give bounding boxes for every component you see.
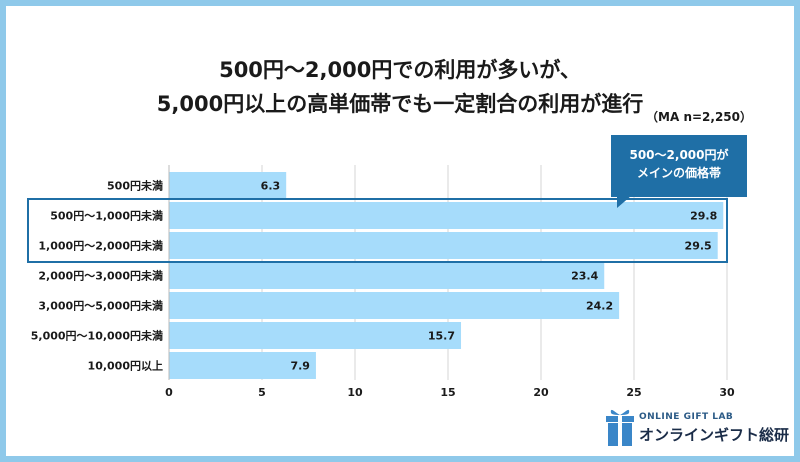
chart-title-line-2: 5,000円以上の高単価帯でも一定割合の利用が進行 (156, 92, 644, 116)
logo-english-text: ONLINE GIFT LAB (639, 412, 734, 422)
bar-3 (169, 262, 605, 289)
sample-size-note: （MA n=2,250） (646, 110, 752, 124)
callout-line-2: メインの価格帯 (636, 166, 721, 180)
chart-title-line-1: 500円〜2,000円での利用が多いが、 (219, 58, 581, 82)
data-label-4: 24.2 (586, 300, 613, 313)
bar-6 (169, 352, 316, 379)
x-tick-label-6: 30 (719, 386, 735, 399)
bar-2 (169, 232, 718, 259)
logo-japanese-text: オンラインギフト総研 (639, 426, 790, 444)
category-label-1: 500円〜1,000円未満 (50, 209, 163, 223)
bar-1 (169, 202, 724, 229)
callout-box: 500〜2,000円が メインの価格帯 (611, 135, 747, 197)
category-label-6: 10,000円以上 (88, 359, 163, 373)
x-tick-label-3: 15 (440, 386, 455, 399)
category-label-5: 5,000円〜10,000円未満 (31, 329, 163, 343)
callout-line-1: 500〜2,000円が (629, 148, 729, 162)
x-tick-label-0: 0 (165, 386, 173, 399)
data-label-1: 29.8 (690, 210, 717, 223)
data-label-6: 7.9 (290, 360, 310, 373)
category-label-3: 2,000円〜3,000円未満 (38, 269, 163, 283)
x-tick-label-2: 10 (347, 386, 363, 399)
data-label-5: 15.7 (428, 330, 455, 343)
category-label-0: 500円未満 (107, 179, 163, 193)
logo: ONLINE GIFT LAB オンラインギフト総研 (605, 408, 789, 448)
data-label-0: 6.3 (261, 180, 281, 193)
data-label-2: 29.5 (685, 240, 712, 253)
x-tick-label-1: 5 (258, 386, 266, 399)
bar-5 (169, 322, 462, 349)
bar-4 (169, 292, 620, 319)
bar-0 (169, 172, 287, 199)
gift-box-icon (606, 409, 634, 446)
highlight-box (27, 198, 728, 263)
x-tick-label-4: 20 (533, 386, 549, 399)
data-label-3: 23.4 (571, 270, 598, 283)
category-label-2: 1,000円〜2,000円未満 (38, 239, 163, 253)
callout-pointer (617, 196, 631, 208)
category-label-4: 3,000円〜5,000円未満 (38, 299, 163, 313)
x-tick-label-5: 25 (626, 386, 641, 399)
